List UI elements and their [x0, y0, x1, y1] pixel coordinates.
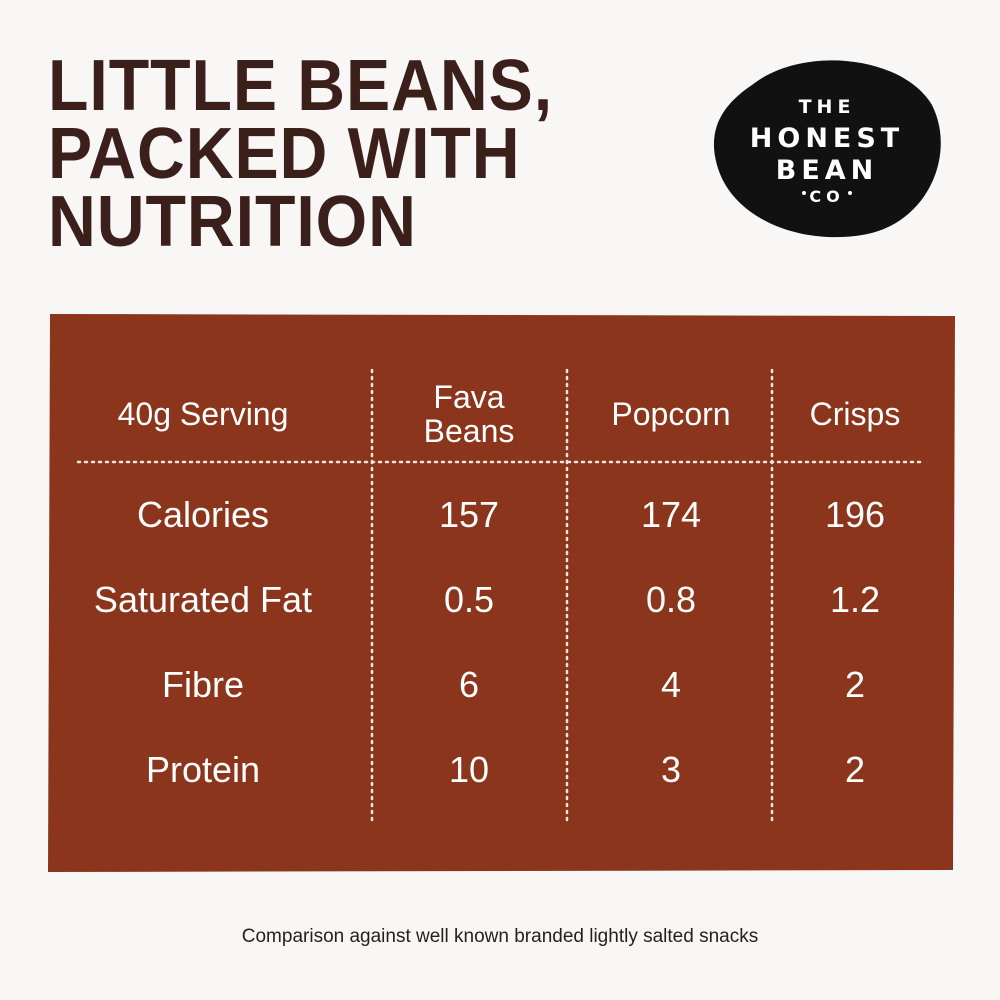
table-cell: 4: [660, 664, 682, 705]
logo-line: CO: [809, 187, 845, 206]
logo: THE HONEST BEAN CO: [712, 55, 942, 240]
title-line: NUTRITION: [48, 182, 417, 262]
title-line: LITTLE BEANS,: [48, 46, 554, 126]
table-cell: 196: [824, 494, 886, 535]
column-header: Crisps: [809, 396, 901, 432]
table-cell: 1.2: [829, 579, 881, 620]
title-line: PACKED WITH: [48, 114, 521, 194]
row-label: Saturated Fat: [93, 579, 313, 620]
table-cell: 10: [448, 749, 490, 790]
column-header: 40g Serving: [117, 396, 289, 432]
row-label: Fibre: [161, 664, 245, 705]
footnote: Comparison against well known branded li…: [241, 926, 759, 947]
table-cell: 0.5: [443, 579, 495, 620]
title: LITTLE BEANS, PACKED WITH NUTRITION: [48, 46, 554, 262]
logo-line: THE: [798, 96, 856, 118]
row-label: Calories: [136, 494, 270, 535]
table-cell: 0.8: [645, 579, 697, 620]
logo-text: THE HONEST BEAN CO: [712, 91, 942, 207]
row-label: Protein: [145, 749, 261, 790]
table-cell: 174: [640, 494, 702, 535]
logo-blob: [713, 60, 941, 238]
column-header: Fava Beans: [423, 379, 515, 449]
logo-line: HONEST: [749, 123, 905, 154]
table-cell: 157: [438, 494, 500, 535]
table-cell: 2: [844, 749, 866, 790]
table-cell: 2: [844, 664, 866, 705]
table-cell: 3: [660, 749, 682, 790]
logo-line: BEAN: [775, 155, 879, 186]
table-cell: 6: [458, 664, 480, 705]
column-header: Popcorn: [611, 396, 731, 432]
